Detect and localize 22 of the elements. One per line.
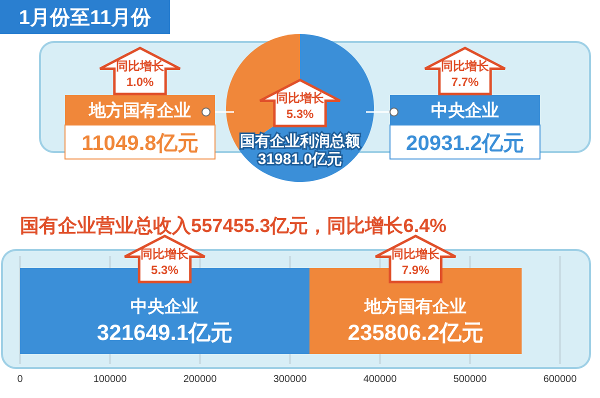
x-tick-label: 100000 (93, 374, 128, 385)
chart-title: 1月份至11月份 (18, 7, 152, 29)
annotation: 同比增长 5.3% (140, 247, 190, 277)
data-label: 11049.8亿元 (82, 132, 198, 155)
x-tick-label: 200000 (183, 374, 218, 385)
x-tick-label: 500000 (453, 374, 488, 385)
x-tick-label: 300000 (273, 374, 308, 385)
data-label: 20931.2亿元 (406, 132, 524, 155)
x-tick-label: 600000 (543, 374, 578, 385)
series-label: 中央企业 (130, 297, 199, 316)
annotation: 同比增长 7.9% (392, 247, 441, 277)
chart-title: 国有企业营业总收入557455.3亿元，同比增长6.4% (20, 215, 447, 237)
text: 同比增长 7.7% (441, 59, 490, 89)
data-label: 321649.1亿元 (96, 320, 233, 345)
text: 同比增长 5.3% (276, 91, 325, 121)
text: 同比增长 1.0% (116, 59, 165, 89)
x-tick-label: 400000 (363, 374, 398, 385)
series-label: 地方国有企业 (364, 297, 467, 316)
slice-label: 中央企业 (431, 101, 499, 120)
x-tick-label: 0 (17, 374, 24, 385)
slice-label: 地方国有企业 (88, 101, 191, 120)
data-label: 235806.2亿元 (348, 320, 484, 345)
